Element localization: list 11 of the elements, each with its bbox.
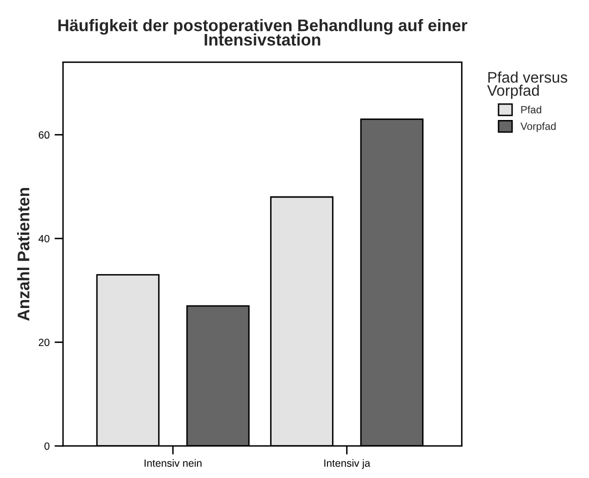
x-tick-label: Intensiv ja (324, 459, 370, 469)
y-tick-label: 20 (38, 338, 50, 346)
chart-title: Häufigkeit der postoperativen Behandlung auf einer Intensivstation (58, 18, 468, 46)
y-tick-label: 0 (44, 442, 50, 450)
y-tick-label: 40 (38, 234, 50, 242)
legend-label: Vorpfad (520, 122, 556, 132)
y-tick-label: 60 (38, 131, 50, 139)
legend-title: Pfad versus Vorpfad (487, 72, 568, 99)
x-tick-label: Intensiv nein (144, 459, 202, 467)
y-axis-title: Anzahl Patienten (17, 188, 30, 321)
legend-label: Pfad (521, 106, 542, 114)
